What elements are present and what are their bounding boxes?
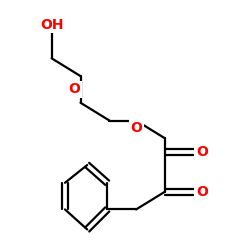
Text: OH: OH: [40, 18, 64, 32]
Text: O: O: [196, 145, 208, 159]
Text: O: O: [130, 120, 142, 134]
Text: O: O: [69, 82, 80, 96]
Text: O: O: [196, 185, 208, 199]
